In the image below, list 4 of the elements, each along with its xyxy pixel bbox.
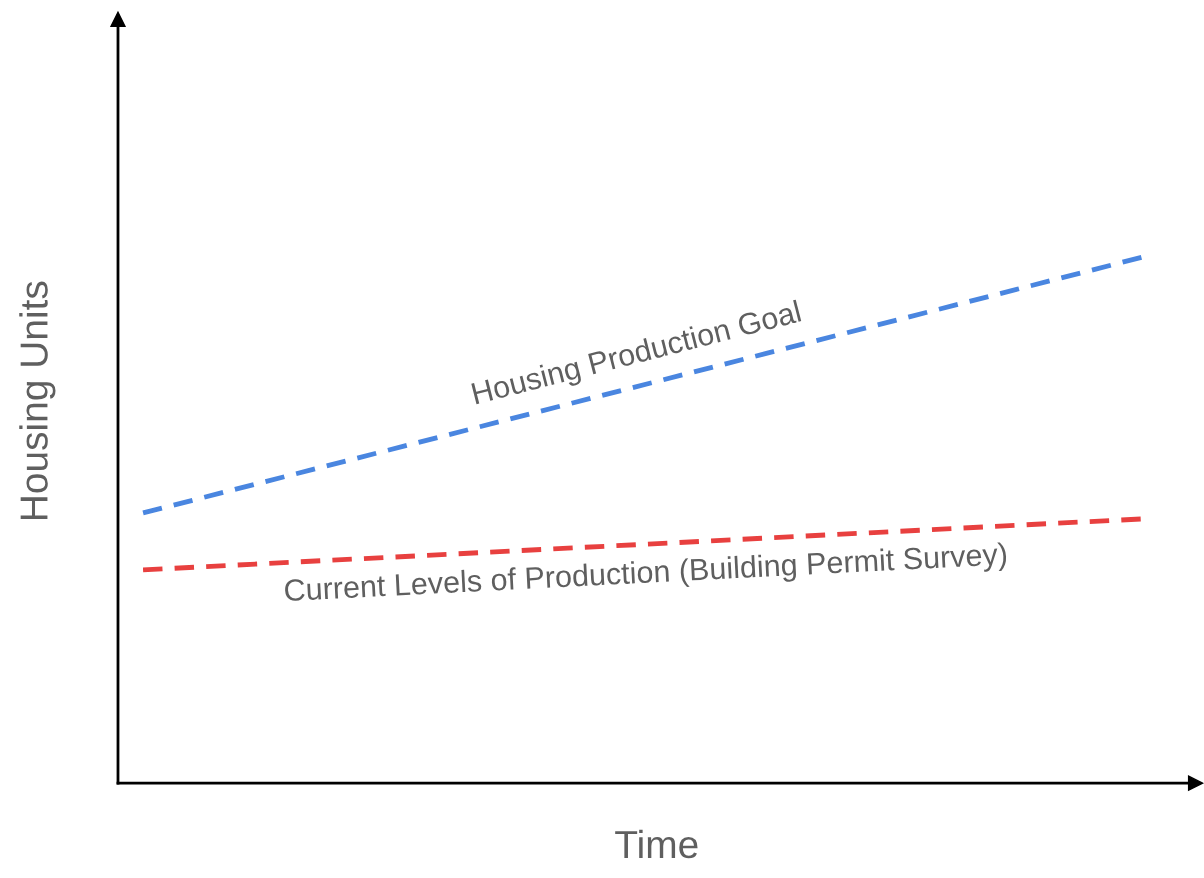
x-axis-title: Time <box>615 829 698 859</box>
y-axis-title: Housing Units <box>19 281 56 520</box>
series-label: Current Levels of Production (Building Permit Survey) <box>284 542 1007 608</box>
text: Housing Production Goal <box>471 299 803 411</box>
